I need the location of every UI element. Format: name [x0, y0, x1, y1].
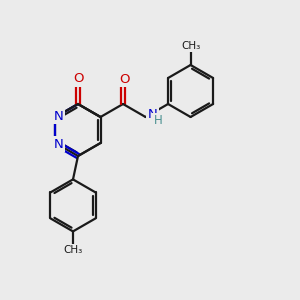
Text: CH₃: CH₃: [181, 41, 200, 51]
Text: O: O: [73, 72, 83, 86]
Text: CH₃: CH₃: [63, 245, 82, 255]
Text: H: H: [154, 115, 162, 128]
Text: N: N: [54, 137, 63, 151]
Text: N: N: [54, 110, 63, 122]
Text: N: N: [148, 109, 157, 122]
Text: O: O: [119, 73, 129, 86]
